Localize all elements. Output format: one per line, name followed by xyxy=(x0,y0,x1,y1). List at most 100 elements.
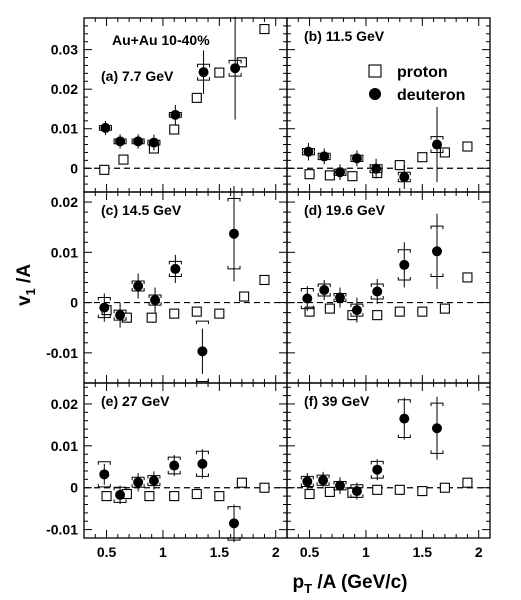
proton-point xyxy=(304,488,315,500)
y-tick-label: 0.01 xyxy=(51,438,78,454)
deuteron-sys-error xyxy=(300,305,314,310)
y-tick-label: 0 xyxy=(70,480,78,496)
deuteron-sys-error xyxy=(113,309,127,314)
deuteron-point xyxy=(302,476,313,487)
panel-frame xyxy=(286,17,491,193)
deuteron-point xyxy=(371,163,382,174)
deuteron-point xyxy=(372,464,383,475)
proton-point xyxy=(394,160,405,171)
panel-frame xyxy=(83,191,288,384)
proton-point xyxy=(191,92,202,103)
deuteron-sys-error xyxy=(397,434,411,438)
proton-point xyxy=(144,491,155,502)
y-axis-label: v1 /A xyxy=(14,264,38,306)
panel-frame xyxy=(286,191,491,384)
proton-point xyxy=(259,482,270,493)
proton-point xyxy=(214,491,225,502)
deuteron-point xyxy=(148,137,159,148)
deuteron-sys-error xyxy=(227,506,241,510)
deuteron-point xyxy=(99,469,110,480)
deuteron-sys-error xyxy=(350,303,364,308)
x-tick-label: 1.5 xyxy=(413,544,433,560)
panel-label: (c) 14.5 GeV xyxy=(101,202,182,218)
y-tick-label: 0.02 xyxy=(51,396,78,412)
proton-point xyxy=(417,152,428,163)
proton-point xyxy=(99,164,110,175)
panel-label: (e) 27 GeV xyxy=(101,393,170,409)
proton-point xyxy=(394,484,405,495)
proton-point xyxy=(417,486,428,497)
deuteron-point xyxy=(150,295,161,306)
proton-point xyxy=(439,303,450,314)
proton-point xyxy=(191,306,202,317)
deuteron-sys-error xyxy=(131,484,145,488)
deuteron-sys-error xyxy=(228,73,242,77)
y-tick-label: 0.02 xyxy=(51,194,78,210)
proton-point xyxy=(169,308,180,319)
deuteron-sys-error xyxy=(195,473,209,477)
proton-point xyxy=(146,312,157,323)
deuteron-point xyxy=(399,171,410,182)
deuteron-sys-error xyxy=(397,276,411,281)
deuteron-point xyxy=(351,486,362,497)
deuteron-point xyxy=(228,228,239,239)
x-tick-label: 0.5 xyxy=(300,544,320,560)
proton-point xyxy=(239,291,250,302)
proton-point xyxy=(214,308,225,319)
deuteron-sys-error xyxy=(97,483,111,488)
y-tick-label: 0.03 xyxy=(51,42,78,58)
deuteron-point xyxy=(133,280,144,291)
y-tick-label: 0.02 xyxy=(51,81,78,97)
deuteron-sys-error xyxy=(167,456,181,461)
deuteron-sys-error xyxy=(97,297,111,301)
system-label: Au+Au 10-40% xyxy=(112,32,210,48)
x-axis-label-main: p xyxy=(293,572,305,593)
y-tick-label: -0.01 xyxy=(46,345,78,361)
proton-point xyxy=(462,272,473,283)
proton-point xyxy=(324,486,335,497)
legend-deuteron-marker xyxy=(369,88,381,100)
deuteron-point xyxy=(198,67,209,78)
proton-point xyxy=(372,310,383,321)
deuteron-sys-error xyxy=(370,460,384,465)
deuteron-sys-error xyxy=(147,482,161,487)
deuteron-point xyxy=(351,305,362,316)
deuteron-sys-error xyxy=(316,482,330,486)
deuteron-sys-error xyxy=(430,149,444,153)
deuteron-point xyxy=(302,293,313,304)
deuteron-sys-error xyxy=(148,302,162,306)
y-axis-label-suffix: /A xyxy=(14,264,35,289)
legend-proton-marker xyxy=(368,64,382,78)
deuteron-point xyxy=(99,302,110,313)
x-tick-label: 1 xyxy=(159,544,167,560)
deuteron-point xyxy=(230,63,241,74)
proton-point xyxy=(236,477,247,488)
deuteron-sys-error xyxy=(370,283,384,287)
proton-point xyxy=(304,306,315,317)
proton-point xyxy=(191,488,202,500)
deuteron-sys-error xyxy=(370,475,384,479)
deuteron-sys-error xyxy=(195,450,209,455)
proton-point xyxy=(347,171,358,182)
deuteron-sys-error xyxy=(317,283,331,287)
y-tick-label: 0.01 xyxy=(51,244,78,260)
panel-label: (f) 39 GeV xyxy=(304,393,370,409)
deuteron-sys-error xyxy=(113,499,127,503)
y-tick-label: 0 xyxy=(70,295,78,311)
deuteron-point xyxy=(170,109,181,120)
x-tick-label: 1 xyxy=(362,544,370,560)
deuteron-point xyxy=(431,423,442,434)
deuteron-sys-error xyxy=(131,280,145,284)
deuteron-point xyxy=(115,489,126,500)
x-axis-label-suffix: /A (GeV/c) xyxy=(312,572,407,593)
proton-point xyxy=(214,67,225,78)
y-axis-label-main: v xyxy=(14,295,35,306)
x-tick-label: 2 xyxy=(272,544,280,560)
panel-label: (a) 7.7 GeV xyxy=(101,68,174,84)
x-axis-label: pT /A (GeV/c) xyxy=(293,572,408,596)
deuteron-sys-error xyxy=(97,314,111,319)
y-tick-label: 0 xyxy=(70,160,78,176)
deuteron-sys-error xyxy=(397,399,411,403)
deuteron-sys-error xyxy=(397,249,411,253)
